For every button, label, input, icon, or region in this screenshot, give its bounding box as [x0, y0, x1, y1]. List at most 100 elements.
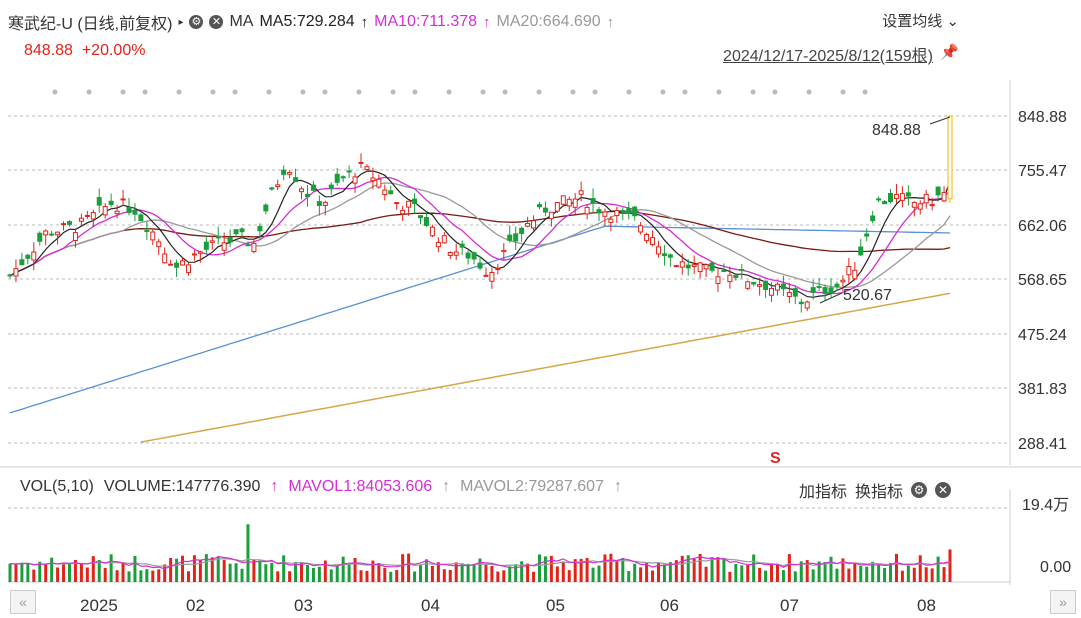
volume-bar	[67, 563, 71, 582]
volume-bar	[478, 558, 482, 582]
event-dot-icon	[120, 89, 126, 95]
candle-body	[483, 274, 489, 277]
volume-bar	[615, 561, 619, 582]
volume-bar	[50, 557, 54, 582]
candle-body	[774, 283, 780, 291]
candle-body	[263, 204, 269, 212]
gear-icon[interactable]: ⚙	[911, 482, 927, 498]
volume-bar	[169, 557, 173, 582]
close-icon[interactable]: ✕	[935, 482, 951, 498]
candle-body	[888, 192, 894, 203]
volume-bar	[186, 571, 190, 582]
candle-body	[905, 192, 911, 197]
ma20-up-icon: ↑	[606, 13, 615, 31]
candle-body	[882, 201, 888, 205]
candle-body	[376, 178, 382, 188]
candle-body	[423, 217, 429, 226]
event-dot-icon	[210, 89, 216, 95]
candle-body	[358, 161, 364, 164]
volume-bar	[85, 567, 89, 582]
volume-bar	[936, 556, 940, 582]
volume-bar	[419, 565, 423, 582]
price-tick: 755.47	[1018, 163, 1067, 180]
volume-bar	[502, 570, 506, 582]
candle-body	[489, 272, 495, 282]
candle-body	[864, 233, 870, 237]
volume-bar	[835, 568, 839, 582]
candle-body	[394, 202, 400, 205]
candle-body	[941, 192, 947, 202]
candle-body	[340, 176, 346, 179]
candle-body	[507, 234, 513, 241]
volume-bar	[20, 562, 24, 582]
pin-icon[interactable]: 📌	[940, 44, 959, 61]
add-indicator-button[interactable]: 加指标	[798, 484, 847, 501]
volume-bar	[139, 570, 143, 582]
volume-bar	[62, 564, 66, 582]
candle-body	[203, 241, 209, 250]
candle-body	[43, 230, 49, 236]
candle-body	[221, 242, 227, 251]
candle-body	[655, 246, 661, 255]
candle-body	[572, 198, 578, 208]
candle-body	[650, 237, 656, 246]
volume-bar	[561, 561, 565, 582]
candle-body	[269, 187, 275, 190]
candle-body	[322, 201, 328, 207]
candle-body	[638, 225, 644, 233]
volume-bar	[246, 524, 250, 582]
ma-label: MA	[229, 13, 254, 30]
gear-icon[interactable]: ⚙	[189, 15, 204, 29]
candle-body	[822, 287, 828, 295]
volume-header: VOL(5,10) VOLUME:147776.390 ↑ MAVOL1:840…	[20, 478, 622, 496]
ma10-up-icon: ↑	[483, 13, 491, 31]
set-ma-button[interactable]: 设置均线 ⌄	[882, 10, 959, 31]
event-dot-icon	[716, 89, 722, 95]
candle-body	[519, 227, 525, 234]
scroll-right-button[interactable]: »	[1050, 590, 1076, 614]
title-dropdown-icon[interactable]: ▸	[178, 16, 184, 28]
candle-body	[727, 274, 733, 283]
volume-bar	[341, 556, 345, 582]
candle-body	[13, 268, 19, 277]
candle-body	[138, 214, 144, 222]
volume-bar	[633, 563, 637, 582]
high-arrow	[929, 116, 951, 125]
candle-body	[709, 262, 715, 271]
candle-body	[132, 210, 138, 215]
scroll-left-button[interactable]: «	[10, 590, 36, 614]
price-change: 848.88 +20.00%	[24, 42, 145, 60]
mavol1b-up-icon: ↑	[442, 478, 451, 495]
candle-body	[180, 260, 186, 266]
candle-body	[763, 280, 769, 290]
event-dot-icon	[840, 89, 846, 95]
candle-body	[525, 222, 531, 227]
volume-bar	[347, 564, 351, 582]
candle-body	[245, 244, 251, 247]
switch-indicator-button[interactable]: 换指标	[854, 484, 903, 501]
month-axis: 2025 02 03 04 05 06 07 08	[0, 596, 1081, 616]
volume-bar	[805, 560, 809, 582]
event-dot-icon	[232, 89, 238, 95]
volume-bar	[145, 569, 149, 582]
ma60-line	[9, 210, 951, 277]
candle-body	[150, 231, 156, 241]
event-dot-icon	[86, 89, 92, 95]
close-icon[interactable]: ✕	[209, 15, 224, 29]
volume-bar	[258, 560, 262, 582]
candle-body	[465, 252, 471, 259]
candle-body	[780, 283, 786, 290]
candle-body	[334, 173, 340, 183]
candle-body	[566, 198, 572, 207]
volume-bar	[490, 565, 494, 582]
volume-bar	[353, 558, 357, 582]
date-range[interactable]: 2024/12/17-2025/8/12(159根)	[723, 48, 933, 65]
candle-body	[769, 287, 775, 296]
volume-bar	[912, 567, 916, 582]
candle-body	[31, 251, 37, 261]
low-annotation: 520.67	[843, 287, 892, 304]
volume-bar	[32, 569, 36, 582]
candle-body	[429, 226, 435, 237]
high-annotation: 848.88	[872, 122, 921, 139]
